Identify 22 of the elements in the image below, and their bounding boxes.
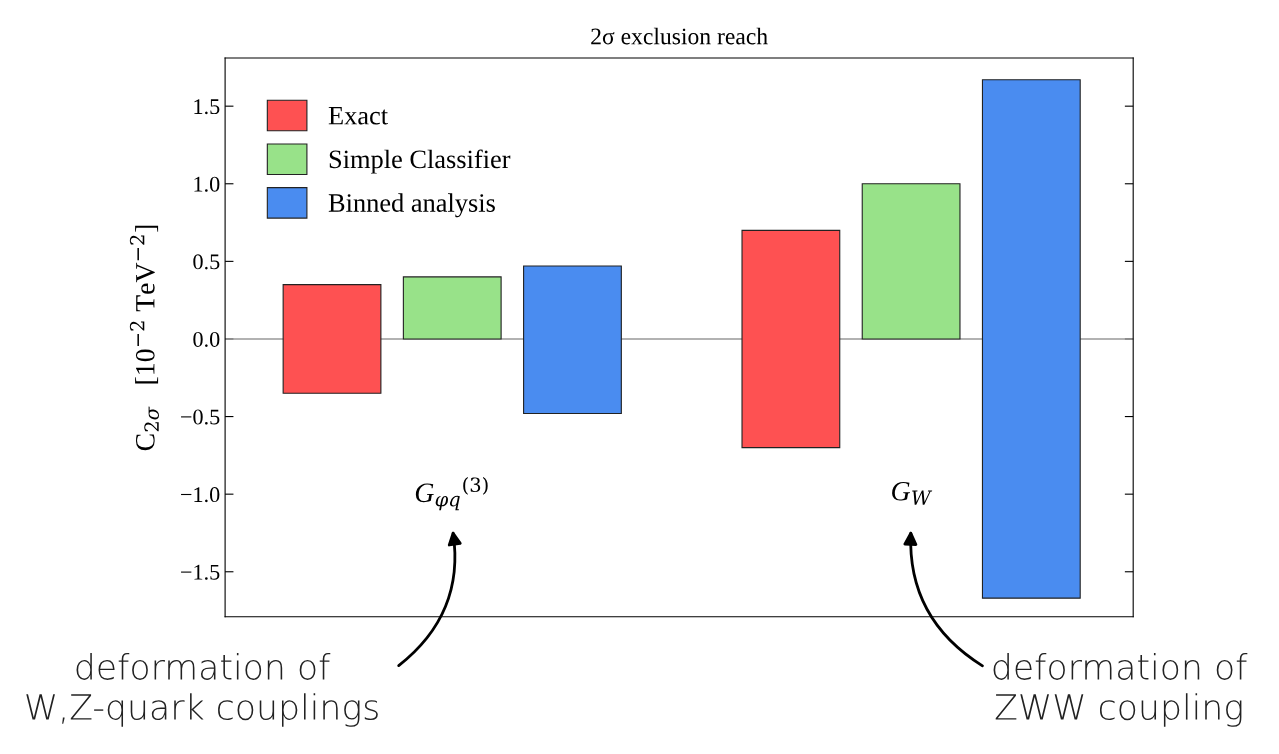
bar: [282, 284, 382, 394]
y-tick-label: 0.0: [193, 331, 220, 347]
bar: [981, 79, 1081, 599]
y-tick-label: −0.5: [181, 409, 220, 425]
bar: [741, 229, 841, 449]
y-tick-label: 0.5: [193, 254, 220, 270]
y-tick-label: −1.0: [181, 487, 220, 503]
y-axis-title: C$_{2σ}$ [10$^{−2}$ TeV$^{−2}$]: [129, 225, 159, 451]
x-tick-label: G$_{φq}$$^{(3)}$: [415, 477, 488, 511]
chart-title: 2σ exclusion reach: [591, 27, 768, 45]
bar: [861, 183, 961, 340]
legend-label: Exact: [328, 107, 388, 125]
bar: [402, 276, 502, 340]
x-tick-label: G$_{W}$: [892, 481, 933, 505]
text: deformation of ZWW coupling: [993, 653, 1248, 727]
text: deformation of W,Z-quark couplings: [26, 653, 378, 727]
legend-label: Simple Classifier: [329, 149, 511, 174]
y-tick-label: 1.0: [194, 176, 220, 192]
y-tick-label: −1.5: [181, 564, 220, 580]
legend-label: Binned analysis: [328, 193, 495, 218]
bar: [523, 265, 622, 415]
y-tick-label: 1.5: [194, 99, 220, 115]
